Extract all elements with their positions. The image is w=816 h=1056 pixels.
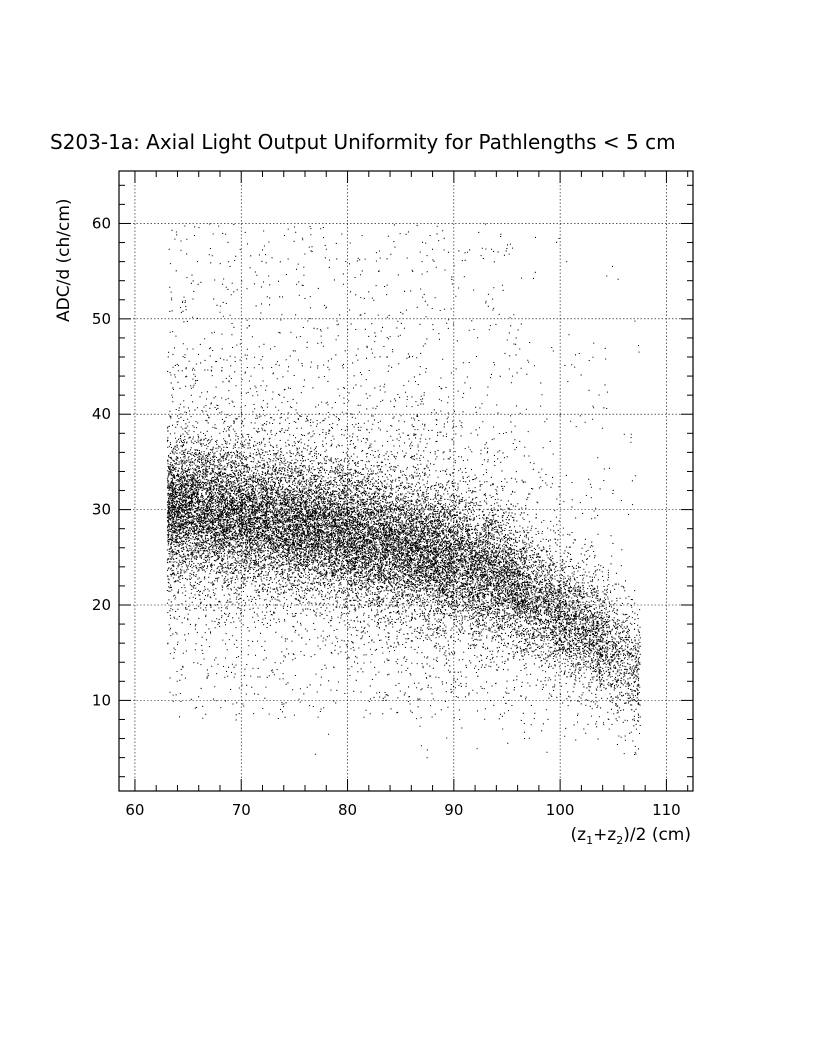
x-tick-label-0: 60 bbox=[125, 801, 144, 819]
plot-frame bbox=[118, 170, 694, 792]
y-tick-label-5: 60 bbox=[92, 214, 111, 232]
x-tick-label-2: 80 bbox=[338, 801, 357, 819]
y-tick-label-1: 20 bbox=[92, 596, 111, 614]
axis-ticks bbox=[119, 171, 693, 791]
x-tick-label-5: 110 bbox=[652, 801, 681, 819]
data-points bbox=[166, 223, 641, 759]
x-label-part-close: )/2 (cm) bbox=[623, 825, 691, 845]
y-tick-labels: 10 20 30 40 50 60 bbox=[92, 214, 111, 709]
x-tick-label-4: 100 bbox=[546, 801, 575, 819]
x-label-part-open: (z bbox=[571, 825, 587, 845]
y-tick-label-4: 50 bbox=[92, 310, 111, 328]
y-tick-label-3: 40 bbox=[92, 405, 111, 423]
x-label-sub-1: 1 bbox=[586, 834, 593, 847]
x-tick-label-3: 90 bbox=[444, 801, 463, 819]
x-tick-label-1: 70 bbox=[232, 801, 251, 819]
x-axis-label: (z1+z2)/2 (cm) bbox=[571, 825, 692, 847]
x-label-sub-2: 2 bbox=[616, 834, 623, 847]
grid-lines bbox=[119, 171, 693, 791]
scatter-points bbox=[166, 223, 641, 759]
y-tick-label-2: 30 bbox=[92, 501, 111, 519]
x-label-part-plus: +z bbox=[593, 825, 616, 845]
y-axis-label: ADC/d (ch/cm) bbox=[54, 198, 74, 322]
y-tick-label-0: 10 bbox=[92, 691, 111, 709]
chart-title: S203-1a: Axial Light Output Uniformity f… bbox=[50, 130, 676, 154]
x-tick-labels: 60 70 80 90 100 110 bbox=[125, 801, 680, 819]
